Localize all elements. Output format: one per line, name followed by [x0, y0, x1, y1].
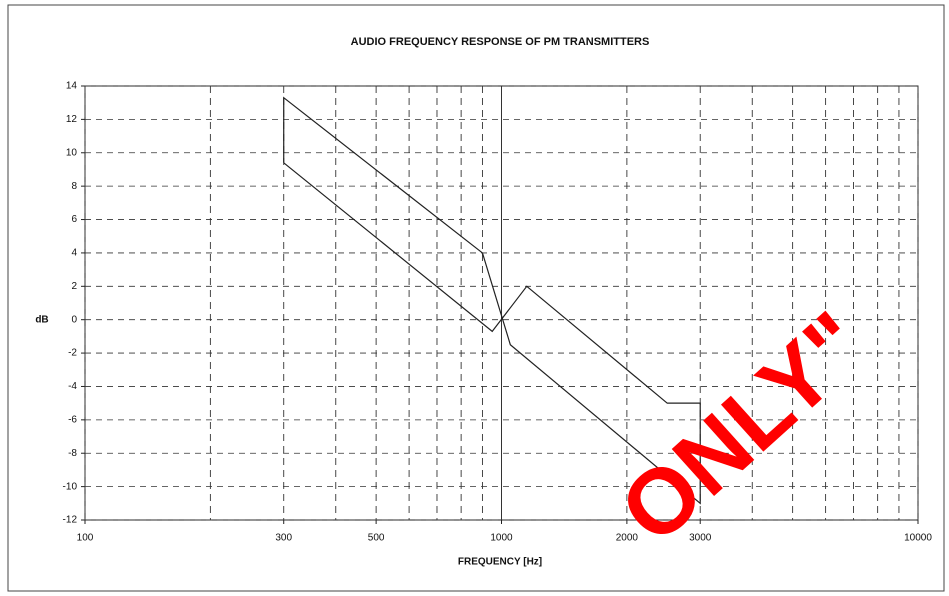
y-tick-label: 6: [71, 214, 77, 225]
chart-title: AUDIO FREQUENCY RESPONSE OF PM TRANSMITT…: [351, 36, 650, 48]
y-tick-label: -12: [63, 515, 78, 526]
y-tick-label: -4: [68, 381, 77, 392]
y-tick-label: 2: [71, 281, 77, 292]
x-tick-label: 2000: [616, 533, 639, 544]
y-tick-label: 0: [71, 314, 77, 325]
y-tick-label: -6: [68, 414, 77, 425]
x-tick-label: 500: [368, 533, 385, 544]
x-axis-label: FREQUENCY [Hz]: [458, 557, 542, 568]
watermark: ONLY": [601, 293, 885, 563]
x-tick-label: 3000: [689, 533, 712, 544]
y-axis-label: dB: [35, 315, 48, 326]
response-line: [283, 96, 701, 505]
y-tick-label: -8: [68, 448, 77, 459]
y-tick-label: -2: [68, 348, 77, 359]
x-tick-label: 300: [275, 533, 292, 544]
x-tick-label: 10000: [904, 533, 932, 544]
y-tick-label: 14: [66, 81, 78, 92]
y-tick-label: 10: [66, 147, 78, 158]
y-tick-label: -10: [63, 481, 78, 492]
chart-frame: [7, 4, 945, 592]
y-tick-label: 8: [71, 181, 77, 192]
x-tick-label: 1000: [490, 533, 513, 544]
x-tick-label: 100: [77, 533, 94, 544]
y-tick-label: 12: [66, 114, 78, 125]
y-tick-label: 4: [71, 248, 77, 259]
